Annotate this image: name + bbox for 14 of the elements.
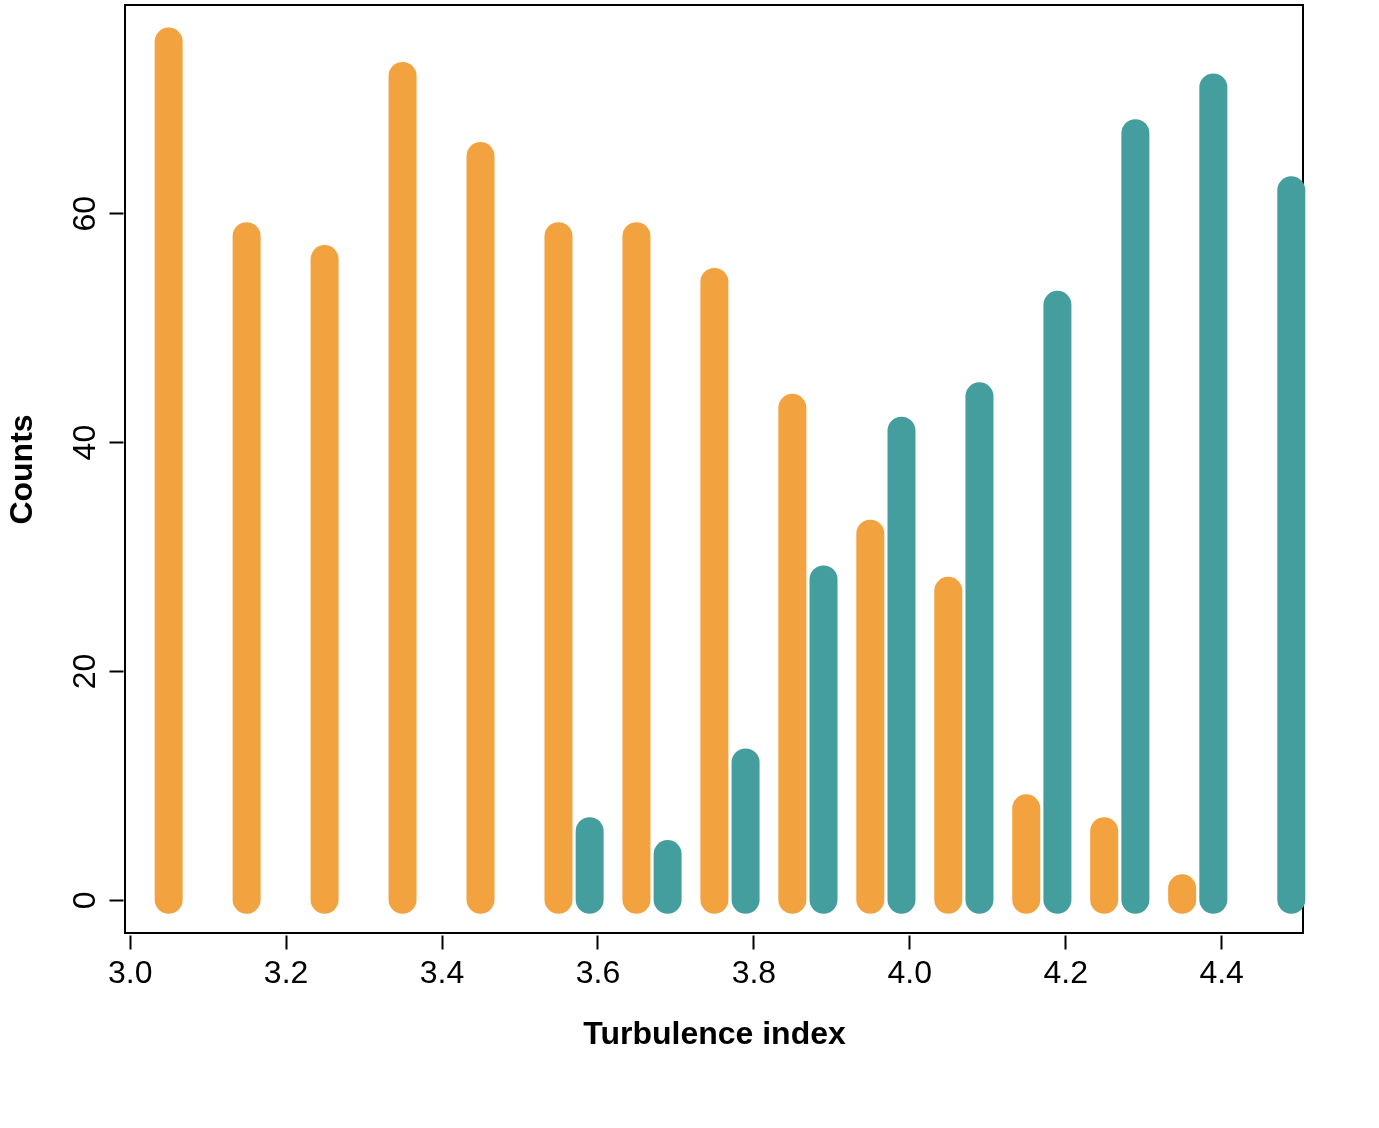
y-tick-label: 0 — [65, 891, 102, 910]
x-tick-label: 3.6 — [575, 953, 621, 990]
x-tick-label: 4.2 — [1043, 953, 1088, 990]
y-tick-label: 40 — [65, 424, 102, 461]
x-tick-label: 3.0 — [107, 953, 153, 990]
y-tick-label: 60 — [65, 195, 102, 232]
x-axis-title: Turbulence index — [583, 1014, 846, 1051]
x-tick-label: 4.0 — [887, 953, 933, 990]
y-axis-title: Counts — [2, 414, 39, 525]
x-tick-label: 3.4 — [419, 953, 465, 990]
x-tick-label: 3.2 — [263, 953, 309, 990]
x-tick-label: 4.4 — [1199, 953, 1244, 990]
y-tick-label: 20 — [65, 653, 102, 690]
x-tick-label: 3.8 — [731, 953, 777, 990]
